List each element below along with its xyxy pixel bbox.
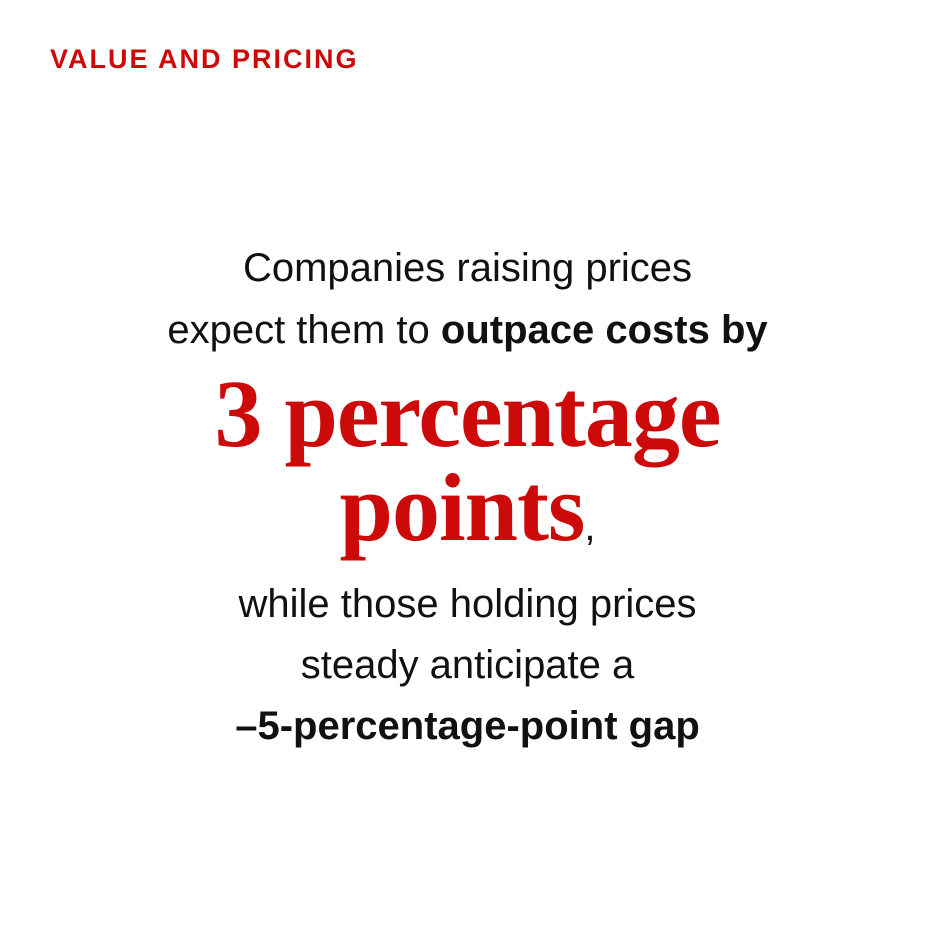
highlight-line: points, — [0, 460, 935, 575]
highlight: points — [339, 454, 586, 561]
statement-line: steady anticipate a — [0, 641, 935, 689]
statement-line: –5-percentage-point gap — [0, 702, 935, 750]
section-label: VALUE AND PRICING — [50, 44, 359, 74]
text: expect them to — [167, 308, 430, 352]
highlight-line: 3 percentage — [0, 366, 935, 462]
text: steady anticipate a — [300, 643, 635, 687]
text: Companies raising prices — [242, 246, 693, 290]
highlight: 3 percentage — [214, 360, 721, 467]
text: while those holding prices — [238, 582, 697, 626]
bold-text: outpace costs by — [440, 308, 768, 352]
punctuation: , — [584, 505, 596, 549]
statement-line: Companies raising prices — [0, 244, 935, 292]
statement-line: while those holding prices — [0, 580, 935, 628]
statement-line: expect them to outpace costs by — [0, 306, 935, 354]
bold-text: –5-percentage-point gap — [235, 704, 700, 748]
